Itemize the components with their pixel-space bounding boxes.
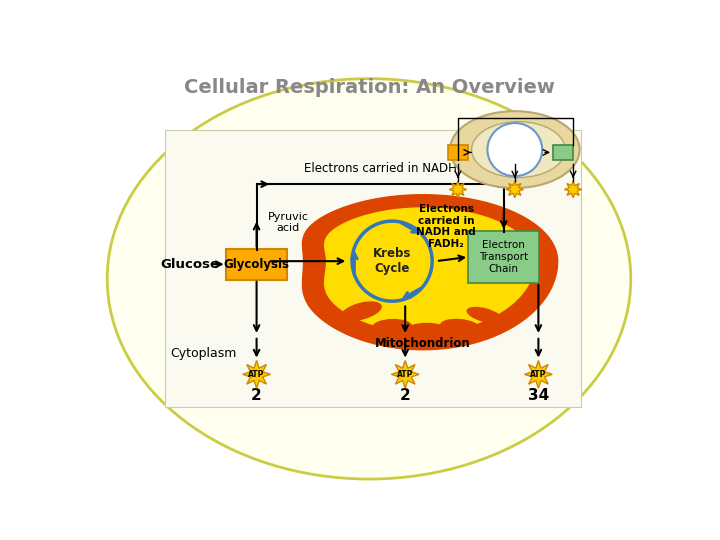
Text: Glycolysis: Glycolysis [224,258,289,271]
Text: Glucose: Glucose [161,258,220,271]
Ellipse shape [372,319,412,334]
Text: Electrons
carried in
NADH and
FADH₂: Electrons carried in NADH and FADH₂ [416,204,476,249]
Circle shape [487,123,542,176]
Ellipse shape [405,323,448,338]
Text: Pyruvic
acid: Pyruvic acid [268,212,309,233]
Text: Electron
Transport
Chain: Electron Transport Chain [480,240,528,274]
Text: 34: 34 [528,388,549,403]
Text: Electrons carried in NADH: Electrons carried in NADH [304,162,456,175]
Text: Mitochondrion: Mitochondrion [375,337,471,350]
Text: Cellular Respiration: An Overview: Cellular Respiration: An Overview [184,78,554,97]
FancyBboxPatch shape [553,145,573,160]
Text: ATP: ATP [248,370,265,379]
Polygon shape [506,181,523,198]
Ellipse shape [341,301,382,321]
Ellipse shape [450,111,580,188]
Text: ATP: ATP [530,370,546,379]
Polygon shape [449,181,467,198]
FancyBboxPatch shape [448,145,468,160]
Ellipse shape [472,122,565,178]
Polygon shape [525,361,552,388]
Polygon shape [243,361,271,388]
FancyBboxPatch shape [165,130,581,408]
FancyBboxPatch shape [226,249,287,280]
Polygon shape [302,195,558,350]
Polygon shape [564,181,582,198]
Ellipse shape [467,307,503,323]
Ellipse shape [107,79,631,479]
Text: ATP: ATP [397,370,413,379]
Polygon shape [392,361,419,388]
FancyBboxPatch shape [468,231,539,283]
Text: Krebs
Cycle: Krebs Cycle [373,247,411,275]
Text: Cytoplasm: Cytoplasm [170,347,237,360]
Ellipse shape [440,319,480,334]
Text: 2: 2 [251,388,262,403]
Polygon shape [325,208,534,332]
Text: 2: 2 [400,388,410,403]
